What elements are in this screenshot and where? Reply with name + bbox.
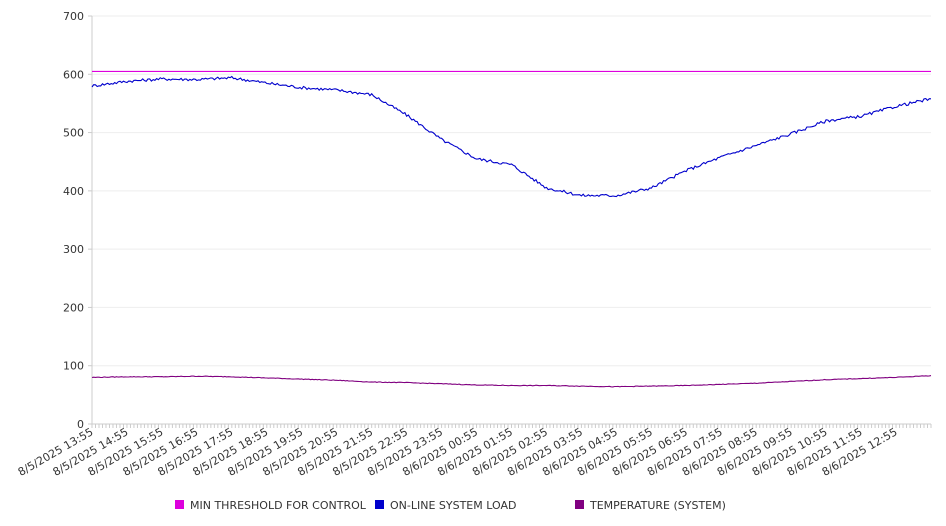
y-tick-label: 0 bbox=[77, 418, 84, 431]
y-tick-label: 200 bbox=[63, 301, 84, 314]
y-tick-label: 500 bbox=[63, 127, 84, 140]
y-axis-ticks: 0 100 200 300 400 500 600 700 bbox=[63, 10, 92, 431]
y-tick-label: 100 bbox=[63, 360, 84, 373]
series-lines bbox=[91, 70, 932, 388]
y-tick-label: 600 bbox=[63, 68, 84, 81]
series-line-on-line-system-load bbox=[91, 75, 932, 198]
series-line-temperature-system bbox=[91, 375, 932, 388]
x-axis-ticks: 8/5/2025 13:558/5/2025 14:558/5/2025 15:… bbox=[16, 424, 932, 479]
legend-label-temperature-system: TEMPERATURE (SYSTEM) bbox=[589, 499, 726, 512]
legend-label-min-threshold-for-control: MIN THRESHOLD FOR CONTROL bbox=[190, 499, 367, 512]
legend-swatch-temperature-system bbox=[575, 500, 584, 509]
y-tick-label: 700 bbox=[63, 10, 84, 23]
legend-swatch-min-threshold-for-control bbox=[175, 500, 184, 509]
y-tick-label: 400 bbox=[63, 185, 84, 198]
grid-lines bbox=[92, 15, 931, 367]
legend-swatch-on-line-system-load bbox=[375, 500, 384, 509]
legend: MIN THRESHOLD FOR CONTROL ON-LINE SYSTEM … bbox=[175, 499, 726, 512]
legend-label-on-line-system-load: ON-LINE SYSTEM LOAD bbox=[390, 499, 516, 512]
y-tick-label: 300 bbox=[63, 243, 84, 256]
